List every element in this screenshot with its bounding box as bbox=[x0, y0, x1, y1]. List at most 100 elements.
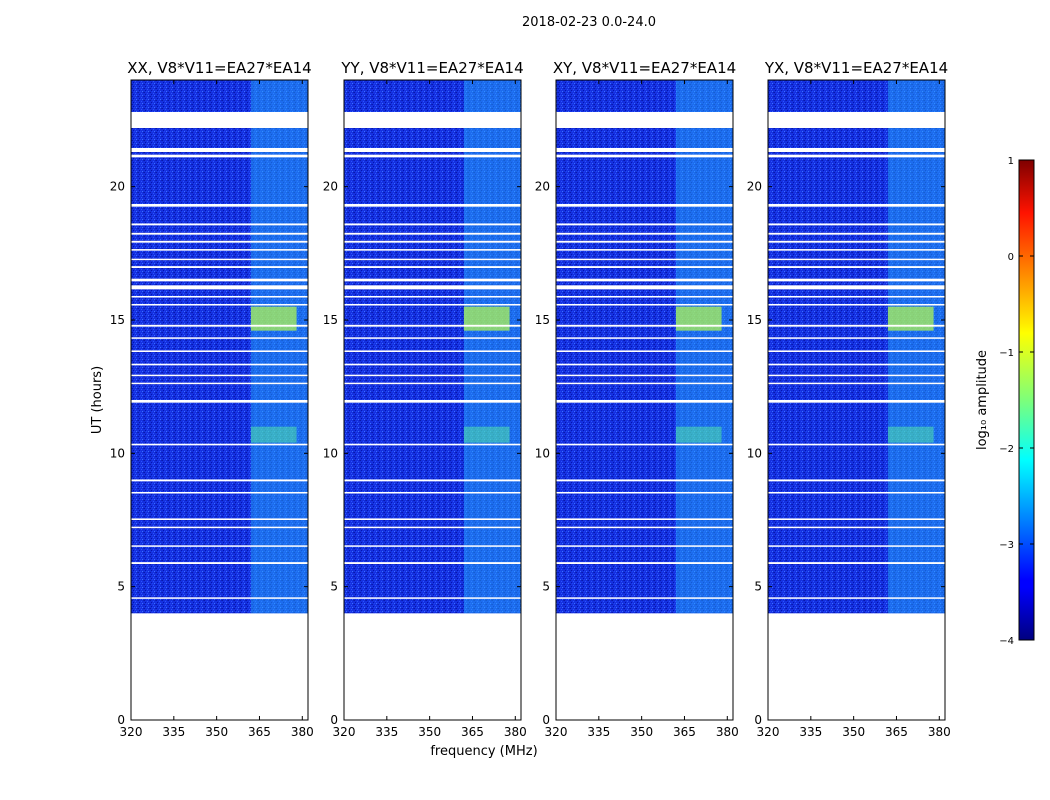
bright-patch bbox=[250, 426, 297, 443]
x-tick-label: 380 bbox=[291, 725, 314, 739]
flagged-gap bbox=[344, 223, 521, 226]
y-tick-label: 0 bbox=[542, 713, 550, 727]
flagged-gap bbox=[344, 337, 521, 339]
flagged-gap bbox=[131, 350, 308, 352]
flagged-gap bbox=[344, 154, 521, 158]
y-axis-label: UT (hours) bbox=[90, 366, 105, 434]
y-tick-label: 15 bbox=[323, 313, 338, 327]
bright-patch bbox=[675, 426, 722, 443]
flagged-gap bbox=[556, 400, 733, 403]
x-tick-label: 350 bbox=[630, 725, 653, 739]
y-tick-label: 5 bbox=[117, 580, 125, 594]
flagged-gap bbox=[344, 285, 521, 290]
colorbar-tick-label: −1 bbox=[999, 348, 1014, 359]
flagged-gap bbox=[768, 382, 945, 385]
panel-title: YY, V8*V11=EA27*EA14 bbox=[340, 59, 523, 77]
flagged-gap bbox=[344, 148, 521, 152]
flagged-gap bbox=[344, 258, 521, 261]
flagged-gap bbox=[344, 443, 521, 446]
flagged-gap bbox=[556, 148, 733, 152]
flagged-gap bbox=[131, 526, 308, 529]
y-tick-label: 20 bbox=[747, 180, 762, 194]
panel-0: XX, V8*V11=EA27*EA14 320 335 350 365 380 0 5 10 1… bbox=[110, 59, 314, 739]
flagged-gap bbox=[131, 154, 308, 158]
x-tick-label: 365 bbox=[461, 725, 484, 739]
flagged-gap bbox=[556, 350, 733, 352]
x-tick-label: 380 bbox=[504, 725, 527, 739]
flagged-gap bbox=[556, 223, 733, 226]
flagged-gap bbox=[344, 304, 521, 306]
flagged-gap bbox=[768, 296, 945, 298]
flagged-gap bbox=[344, 324, 521, 327]
flagged-gap bbox=[556, 443, 733, 446]
flagged-gap bbox=[131, 285, 308, 290]
flagged-gap bbox=[344, 492, 521, 494]
flagged-gap bbox=[131, 400, 308, 403]
flagged-gap bbox=[344, 204, 521, 207]
flagged-gap bbox=[556, 266, 733, 268]
flagged-gap bbox=[344, 112, 521, 128]
colorbar-gradient bbox=[1018, 159, 1035, 641]
flagged-gap bbox=[768, 518, 945, 520]
y-tick-label: 5 bbox=[754, 580, 762, 594]
y-tick-label: 0 bbox=[330, 713, 338, 727]
flagged-gap bbox=[556, 154, 733, 158]
flagged-gap bbox=[344, 240, 521, 243]
flagged-gap bbox=[344, 374, 521, 377]
flagged-gap bbox=[768, 285, 945, 290]
x-tick-label: 335 bbox=[162, 725, 185, 739]
flagged-gap bbox=[556, 363, 733, 366]
colorbar-tick-label: −3 bbox=[999, 540, 1014, 551]
x-tick-label: 350 bbox=[205, 725, 228, 739]
y-tick-label: 15 bbox=[110, 313, 125, 327]
colorbar-tick-label: −2 bbox=[999, 444, 1014, 455]
x-tick-label: 335 bbox=[799, 725, 822, 739]
flagged-gap bbox=[556, 562, 733, 564]
panel-title: YX, V8*V11=EA27*EA14 bbox=[764, 59, 948, 77]
flagged-gap bbox=[556, 278, 733, 282]
flagged-gap bbox=[768, 597, 945, 599]
flagged-gap bbox=[131, 278, 308, 282]
flagged-gap bbox=[768, 324, 945, 327]
flagged-gap bbox=[768, 204, 945, 207]
x-tick-label: 320 bbox=[120, 725, 143, 739]
y-tick-label: 0 bbox=[754, 713, 762, 727]
x-tick-label: 380 bbox=[928, 725, 951, 739]
flagged-gap bbox=[131, 382, 308, 385]
colorbar-label: log₁₀ amplitude bbox=[975, 350, 990, 450]
flagged-gap bbox=[768, 400, 945, 403]
flagged-gap bbox=[131, 296, 308, 298]
flagged-gap bbox=[768, 154, 945, 158]
axes-frame bbox=[343, 79, 522, 721]
flagged-gap bbox=[556, 597, 733, 599]
x-tick-label: 335 bbox=[375, 725, 398, 739]
flagged-gap bbox=[556, 374, 733, 377]
flagged-gap bbox=[131, 324, 308, 327]
flagged-gap bbox=[131, 249, 308, 251]
flagged-gap bbox=[344, 296, 521, 298]
flagged-gap bbox=[131, 597, 308, 599]
flagged-gap bbox=[344, 400, 521, 403]
flagged-gap bbox=[344, 382, 521, 385]
flagged-gap bbox=[344, 249, 521, 251]
y-tick-label: 15 bbox=[747, 313, 762, 327]
flagged-gap bbox=[556, 518, 733, 520]
x-tick-label: 365 bbox=[885, 725, 908, 739]
spectrogram-data bbox=[768, 80, 945, 614]
bright-patch bbox=[887, 306, 934, 331]
flagged-gap bbox=[556, 526, 733, 529]
flagged-gap bbox=[344, 526, 521, 529]
flagged-gap bbox=[131, 304, 308, 306]
bright-patch bbox=[463, 426, 510, 443]
axes-frame bbox=[555, 79, 734, 721]
flagged-gap bbox=[344, 479, 521, 482]
bright-band bbox=[675, 80, 733, 614]
panel-title: XX, V8*V11=EA27*EA14 bbox=[127, 59, 311, 77]
bright-patch bbox=[250, 306, 297, 331]
x-tick-label: 335 bbox=[587, 725, 610, 739]
x-tick-label: 380 bbox=[716, 725, 739, 739]
colorbar-tick-label: 0 bbox=[1008, 252, 1014, 263]
panel-3: YX, V8*V11=EA27*EA14 320 335 350 365 380 0 5 10 1… bbox=[747, 59, 951, 739]
flagged-gap bbox=[768, 249, 945, 251]
flagged-gap bbox=[556, 324, 733, 327]
